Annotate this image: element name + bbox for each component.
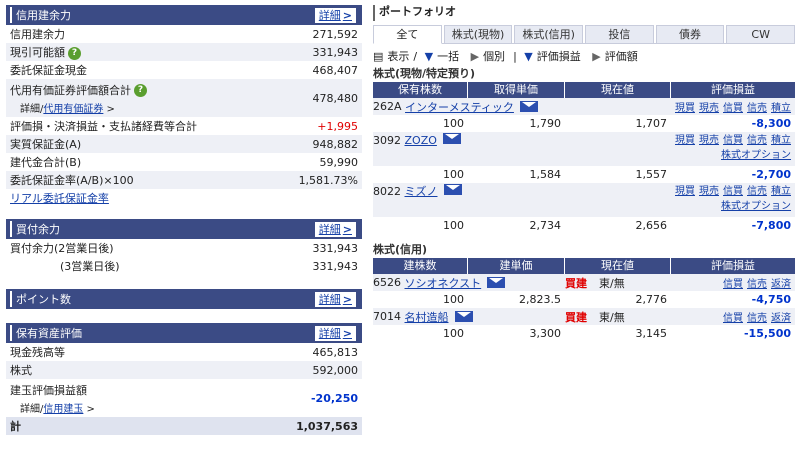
stock-name-link[interactable]: ソシオネクスト [404, 276, 482, 290]
margin-detail-link[interactable]: 詳細 > [314, 7, 356, 23]
buying-row: (3営業日後) 331,943 [60, 259, 358, 274]
portfolio-title: ポートフォリオ [373, 5, 795, 21]
mail-icon[interactable] [454, 311, 473, 322]
stock-name-link[interactable]: ZOZO [404, 134, 437, 147]
portfolio-tabs: 全て 株式(現物) 株式(信用) 投信 債券 CW [373, 25, 796, 44]
margin-row: 信用建余力 271,592 [10, 27, 358, 42]
left-panel: 信用建余力 詳細 > 信用建余力 271,592 現引可能額? 331,943 委託保… [6, 5, 362, 435]
tab-bond[interactable]: 債券 [655, 25, 725, 44]
margin-row: 評価損・決済損益・支払諸経費等合計 +1,995 [10, 119, 358, 134]
mail-icon[interactable] [519, 101, 538, 112]
tab-spot[interactable]: 株式(現物) [443, 25, 513, 44]
asset-eval-row: 建玉評価損益額 詳細/信用建玉 > -20,250 [10, 383, 358, 415]
display-controls: ▤ 表示 / ▼ 一括 ▶ 個別 | ▼ 評価損益 ▶ 評価額 [373, 48, 795, 66]
tab-cw[interactable]: CW [726, 25, 796, 44]
assets-header: 保有資産評価 詳細 > [6, 323, 362, 343]
margin-title: 信用建余力 [10, 7, 71, 23]
spot-table-header: 保有株数 取得単価 現在値 評価損益 [373, 82, 795, 98]
mail-icon[interactable] [487, 277, 506, 288]
margin-row: 実質保証金(A) 948,882 [6, 135, 362, 153]
expand-each-toggle[interactable]: ▶ 個別 [470, 50, 506, 63]
margin-section-title: 株式(信用) [373, 243, 428, 256]
mail-icon[interactable] [443, 184, 462, 195]
spot-section-title: 株式(現物/特定預り) [373, 67, 476, 80]
points-detail-link[interactable]: 詳細 > [314, 291, 356, 307]
assets-detail-link[interactable]: 詳細 > [314, 325, 356, 341]
buying-row: 買付余力(2営業日後) 331,943 [10, 241, 358, 256]
table-row: 262A インターメスティック 現買 現売 信買 信売 積立 [373, 98, 795, 115]
margin-header: 信用建余力 詳細 > [6, 5, 362, 25]
amount-toggle[interactable]: ▶ 評価額 [592, 50, 638, 63]
stock-name-link[interactable]: ミズノ [404, 185, 438, 198]
table-row: 3092 ZOZO 現買 現売 信買 信売 積立 株式オプション [373, 132, 795, 166]
table-row: 7014 名村造船 買建 東/無 信買 信売 返済 [373, 308, 795, 325]
tab-all[interactable]: 全て [373, 25, 442, 44]
tab-margin[interactable]: 株式(信用) [514, 25, 584, 44]
stock-option-link[interactable]: 株式オプション [721, 201, 791, 212]
real-margin-row: リアル委託保証金率 [6, 189, 362, 207]
portfolio-panel: ポートフォリオ 全て 株式(現物) 株式(信用) 投信 債券 CW ▤ 表示 / ▼… [373, 5, 796, 342]
expand-all-toggle[interactable]: ▼ 一括 [424, 50, 460, 63]
table-row: 8022 ミズノ 現買 現売 信買 信売 積立 株式オプション [373, 183, 795, 217]
margin-row: 建代金合計(B) 59,990 [10, 155, 358, 170]
table-row: 100 3,300 3,145 -15,500 [443, 327, 791, 340]
pl-toggle[interactable]: ▼ 評価損益 [524, 50, 581, 63]
real-margin-link[interactable]: リアル委託保証金率 [10, 192, 109, 205]
table-row: 6526 ソシオネクスト 買建 東/無 信買 信売 返済 [373, 274, 795, 291]
asset-total-row: 計 1,037,563 [6, 417, 362, 435]
points-header: ポイント数 詳細 > [6, 289, 362, 309]
asset-row: 現金残高等 465,813 [10, 345, 358, 360]
tab-fund[interactable]: 投信 [585, 25, 654, 44]
mail-icon[interactable] [442, 133, 461, 144]
table-row: 100 1,790 1,707 -8,300 [443, 117, 791, 130]
buying-detail-link[interactable]: 詳細 > [314, 221, 356, 237]
margin-row: 委託保証金率(A/B)×100 1,581.73% [6, 171, 362, 189]
margin-table-header: 建株数 建単価 現在値 評価損益 [373, 258, 795, 274]
help-icon[interactable]: ? [134, 84, 147, 97]
margin-row: 代用有価証券評価額合計? 詳細/代用有価証券 > 478,480 [6, 79, 362, 117]
buying-header: 買付余力 詳細 > [6, 219, 362, 239]
help-icon[interactable]: ? [68, 46, 81, 60]
table-row: 100 2,734 2,656 -7,800 [443, 219, 791, 232]
margin-row: 委託保証金現金 468,407 [10, 63, 358, 78]
margin-row: 現引可能額? 331,943 [6, 43, 362, 61]
asset-row: 株式 592,000 [6, 361, 362, 379]
display-icon: ▤ [373, 50, 384, 63]
stock-name-link[interactable]: 名村造船 [404, 310, 449, 324]
table-row: 100 1,584 1,557 -2,700 [443, 168, 791, 181]
table-row: 100 2,823.5 2,776 -4,750 [443, 293, 791, 306]
collateral-link[interactable]: 代用有価証券 [43, 103, 104, 115]
margin-position-link[interactable]: 信用建玉 [43, 403, 84, 415]
stock-name-link[interactable]: インターメスティック [405, 100, 514, 114]
stock-option-link[interactable]: 株式オプション [721, 150, 791, 161]
